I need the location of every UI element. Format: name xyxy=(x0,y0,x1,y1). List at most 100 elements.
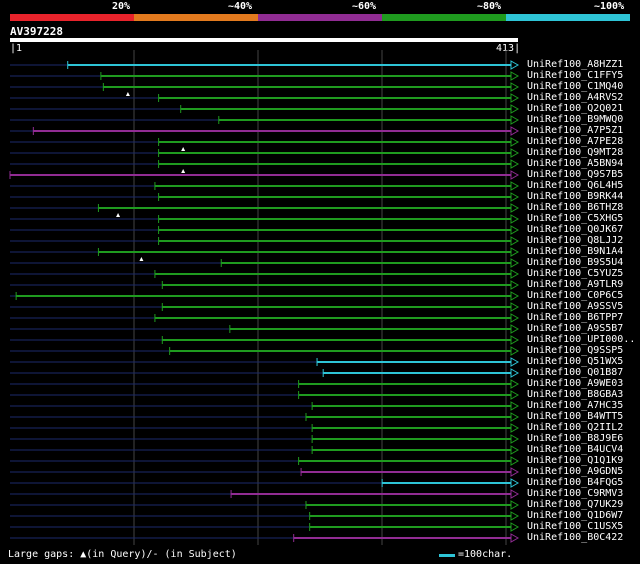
hit-label[interactable]: UniRef100_A9GDN5 xyxy=(527,466,624,477)
hit-label[interactable]: UniRef100_B0C422 xyxy=(527,532,624,543)
hit-label[interactable]: UniRef100_B6THZ8 xyxy=(527,202,624,213)
query-bar xyxy=(10,38,518,42)
hit-arrow xyxy=(510,500,520,510)
hit-label[interactable]: UniRef100_A7P5Z1 xyxy=(527,125,624,136)
scale-note: =100char. xyxy=(458,549,513,560)
hit-label[interactable]: UniRef100_Q0JK67 xyxy=(527,224,624,235)
hit-arrow xyxy=(510,203,520,213)
hit-arrow xyxy=(510,192,520,202)
hit-arrow xyxy=(510,401,520,411)
hit-label[interactable]: UniRef100_Q51WX5 xyxy=(527,356,624,367)
hit-arrow xyxy=(510,126,520,136)
gap-triangle-icon xyxy=(125,92,130,96)
hit-label[interactable]: UniRef100_Q9SSP5 xyxy=(527,345,624,356)
hit-arrow xyxy=(510,71,520,81)
hit-label[interactable]: UniRef100_B4UCV4 xyxy=(527,444,624,455)
hit-arrow xyxy=(510,82,520,92)
hit-label[interactable]: UniRef100_B9RK44 xyxy=(527,191,624,202)
hit-arrow xyxy=(510,291,520,301)
hit-arrow xyxy=(510,489,520,499)
hit-arrow xyxy=(510,511,520,521)
hit-label[interactable]: UniRef100_B8GBA3 xyxy=(527,389,624,400)
hit-label[interactable]: UniRef100_A5BN94 xyxy=(527,158,624,169)
hit-arrow xyxy=(510,159,520,169)
hit-label[interactable]: UniRef100_Q1Q1K9 xyxy=(527,455,624,466)
hit-label[interactable]: UniRef100_C9RMV3 xyxy=(527,488,624,499)
hit-label[interactable]: UniRef100_B4WTT5 xyxy=(527,411,624,422)
hit-label[interactable]: UniRef100_C1FFY5 xyxy=(527,70,624,81)
hit-arrow xyxy=(510,379,520,389)
query-start: |1 xyxy=(10,43,23,54)
legend-bar-60 xyxy=(258,14,382,21)
hit-label[interactable]: UniRef100_A9TLR9 xyxy=(527,279,624,290)
hit-arrow xyxy=(510,478,520,488)
hit-arrow xyxy=(510,390,520,400)
hit-label[interactable]: UniRef100_A8HZZ1 xyxy=(527,59,624,70)
hit-label[interactable]: UniRef100_B9MWQ0 xyxy=(527,114,624,125)
legend-label-20: 20% xyxy=(112,1,131,12)
hit-arrow xyxy=(510,412,520,422)
hit-arrow xyxy=(510,368,520,378)
scale-line xyxy=(439,554,455,557)
hit-label[interactable]: UniRef100_C1USX5 xyxy=(527,521,624,532)
hit-label[interactable]: UniRef100_B6TPP7 xyxy=(527,312,624,323)
hit-label[interactable]: UniRef100_C1MQ40 xyxy=(527,81,624,92)
hit-arrow xyxy=(510,170,520,180)
gap-triangle-icon xyxy=(181,169,186,173)
hit-label[interactable]: UniRef100_B8J9E6 xyxy=(527,433,624,444)
hit-arrow xyxy=(510,115,520,125)
hit-label[interactable]: UniRef100_Q01B87 xyxy=(527,367,624,378)
hit-arrow xyxy=(510,357,520,367)
hit-label[interactable]: UniRef100_A7PE28 xyxy=(527,136,624,147)
hit-arrow xyxy=(510,269,520,279)
hit-label[interactable]: UniRef100_Q9MT28 xyxy=(527,147,624,158)
hit-arrow xyxy=(510,467,520,477)
hit-arrow xyxy=(510,456,520,466)
hit-label[interactable]: UniRef100_A9WE03 xyxy=(527,378,624,389)
hit-arrow xyxy=(510,137,520,147)
hit-label[interactable]: UniRef100_UPI000.. xyxy=(527,334,636,345)
hit-label[interactable]: UniRef100_Q2IIL2 xyxy=(527,422,624,433)
hit-arrow xyxy=(510,247,520,257)
query-end: 413| xyxy=(496,43,521,54)
legend-label-100: ~100% xyxy=(594,1,625,12)
hit-arrow xyxy=(510,214,520,224)
hit-label[interactable]: UniRef100_Q9S7B5 xyxy=(527,169,624,180)
hit-arrow xyxy=(510,335,520,345)
hit-label[interactable]: UniRef100_C0P6C5 xyxy=(527,290,624,301)
gap-triangle-icon xyxy=(116,213,121,217)
hit-label[interactable]: UniRef100_Q2Q021 xyxy=(527,103,624,114)
hit-label[interactable]: UniRef100_A9SSV5 xyxy=(527,301,624,312)
hit-label[interactable]: UniRef100_A4RVS2 xyxy=(527,92,624,103)
gap-triangle-icon xyxy=(139,257,144,261)
legend-label-40: ~40% xyxy=(228,1,253,12)
hit-arrow xyxy=(510,423,520,433)
hit-label[interactable]: UniRef100_Q6L4H5 xyxy=(527,180,624,191)
hit-label[interactable]: UniRef100_A9S5B7 xyxy=(527,323,624,334)
hit-arrow xyxy=(510,225,520,235)
hit-arrow xyxy=(510,60,520,70)
hit-label[interactable]: UniRef100_A7HC35 xyxy=(527,400,624,411)
hit-label[interactable]: UniRef100_Q1D6W7 xyxy=(527,510,624,521)
hit-label[interactable]: UniRef100_C5YUZ5 xyxy=(527,268,624,279)
legend-label-80: ~80% xyxy=(477,1,502,12)
hit-label[interactable]: UniRef100_Q8LJJ2 xyxy=(527,235,624,246)
hit-arrow xyxy=(510,324,520,334)
hit-label[interactable]: UniRef100_B9N1A4 xyxy=(527,246,624,257)
hit-arrow xyxy=(510,93,520,103)
hit-arrow xyxy=(510,313,520,323)
gap-triangle-icon xyxy=(181,147,186,151)
query-name: AV397228 xyxy=(10,25,63,38)
hit-arrow xyxy=(510,445,520,455)
hit-label[interactable]: UniRef100_Q7UK29 xyxy=(527,499,624,510)
hit-label[interactable]: UniRef100_B9S5U4 xyxy=(527,257,624,268)
legend-label-60: ~60% xyxy=(352,1,377,12)
hit-label[interactable]: UniRef100_B4FQG5 xyxy=(527,477,624,488)
hit-arrow xyxy=(510,434,520,444)
hit-label[interactable]: UniRef100_C5XHG5 xyxy=(527,213,624,224)
hit-arrow xyxy=(510,148,520,158)
hit-arrow xyxy=(510,533,520,543)
hit-arrow xyxy=(510,258,520,268)
